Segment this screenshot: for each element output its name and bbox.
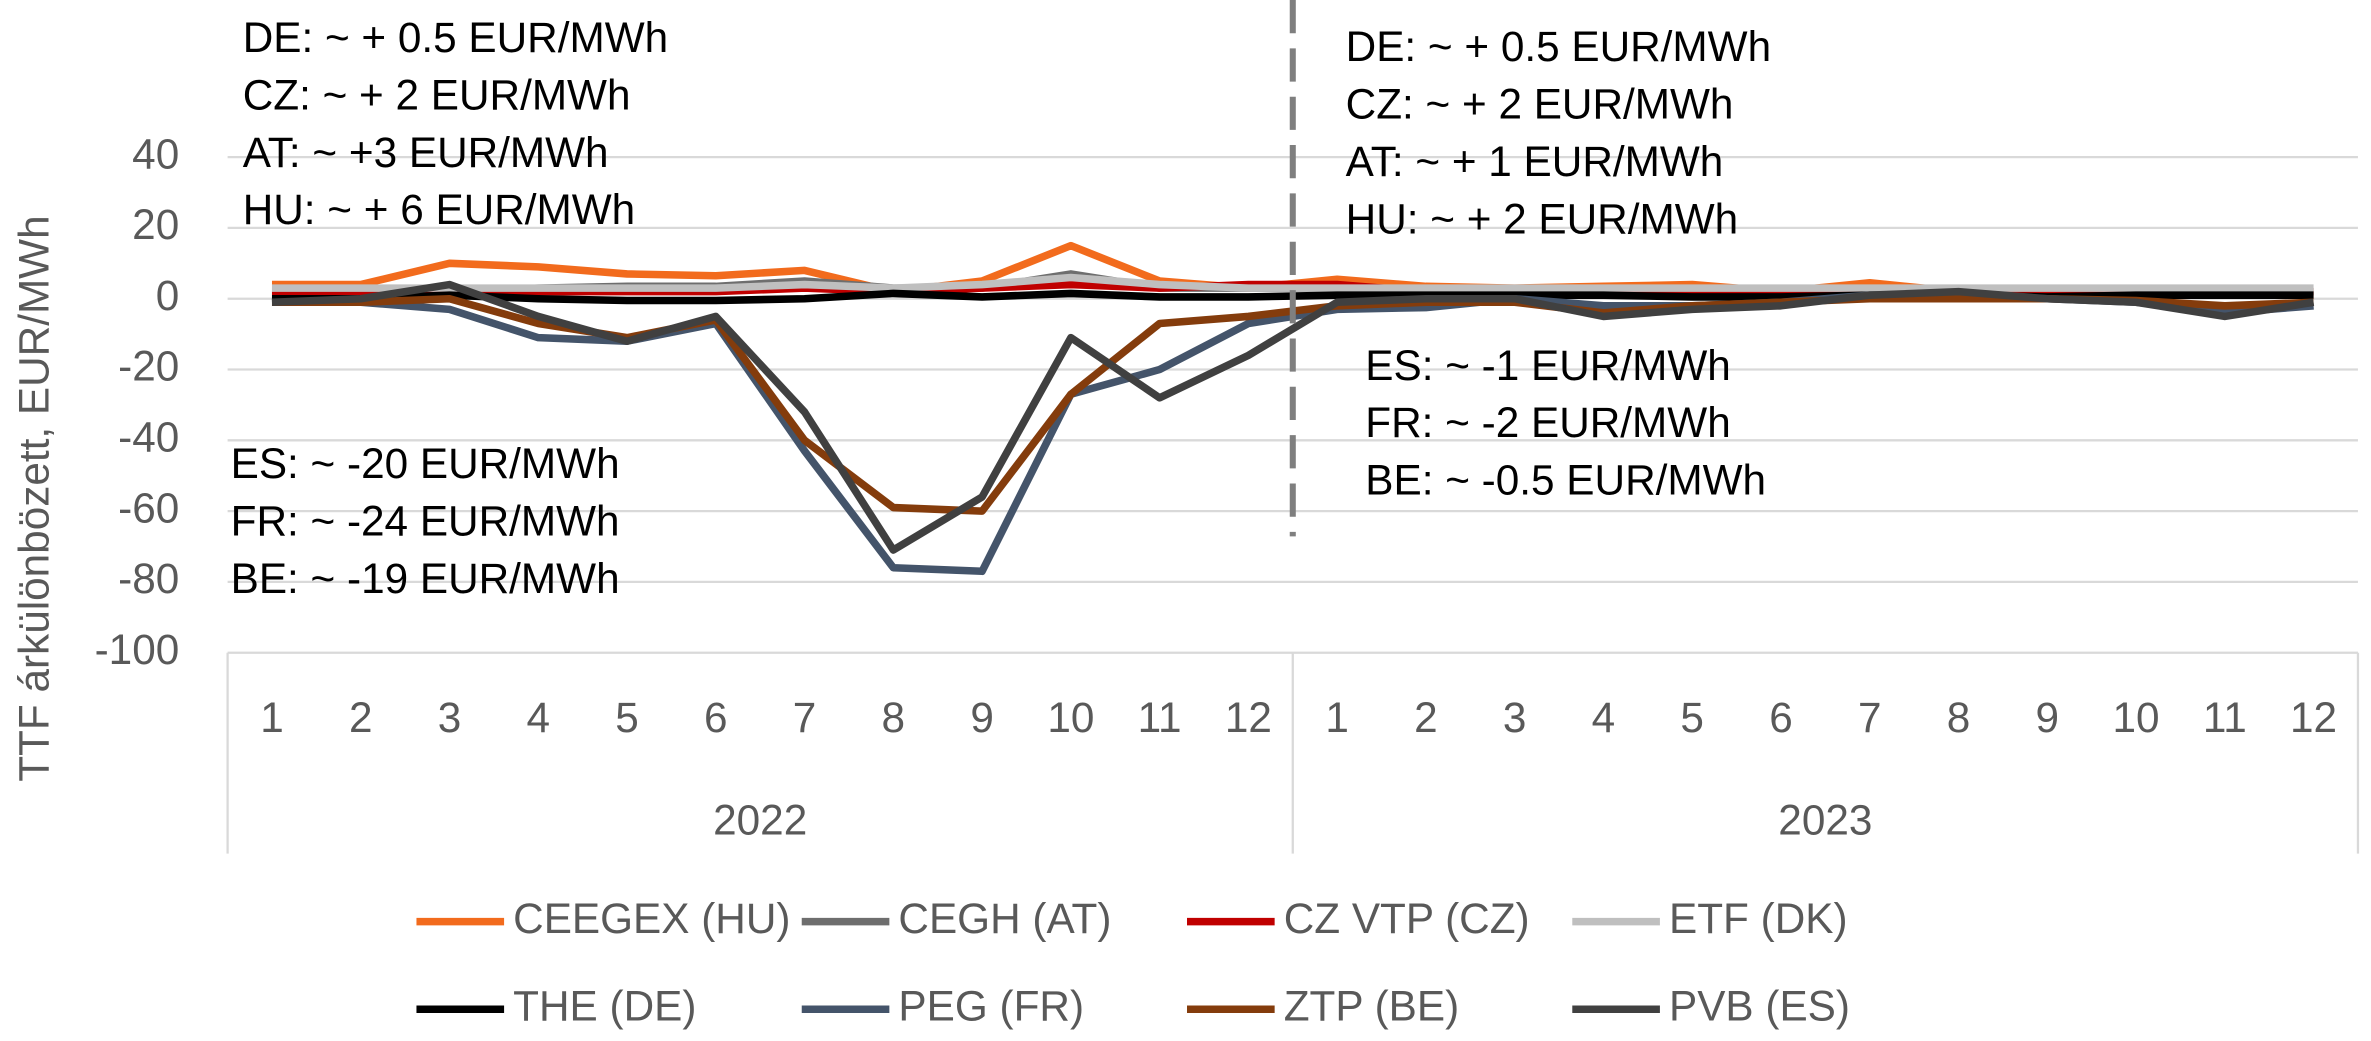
legend-label: CEGH (AT) (898, 895, 1111, 942)
x-tick-label: 8 (1947, 694, 1971, 741)
x-tick-label: 4 (527, 694, 551, 741)
x-tick-label: 6 (1769, 694, 1793, 741)
x-tick-label: 9 (2036, 694, 2060, 741)
x-tick-label: 4 (1592, 694, 1616, 741)
annotation: DE: ~ + 0.5 EUR/MWh (1346, 23, 1771, 70)
x-tick-label: 9 (970, 694, 994, 741)
annotation: HU: ~ + 2 EUR/MWh (1346, 195, 1739, 242)
x-tick-label: 2 (349, 694, 373, 741)
x-tick-label: 7 (793, 694, 817, 741)
x-tick-label: 6 (704, 694, 728, 741)
y-tick-label: -80 (118, 555, 179, 602)
legend-label: PVB (ES) (1669, 982, 1850, 1029)
legend-label: ZTP (BE) (1284, 982, 1459, 1029)
annotation: FR: ~ -24 EUR/MWh (231, 497, 620, 544)
y-tick-label: 20 (132, 201, 179, 248)
x-tick-label: 11 (2203, 694, 2247, 741)
x-tick-label: 1 (1325, 694, 1349, 741)
x-tick-label: 10 (2113, 694, 2160, 741)
x-tick-label: 12 (1225, 694, 1272, 741)
x-tick-label: 11 (1138, 694, 1182, 741)
y-tick-label: 40 (132, 130, 179, 177)
x-tick-label: 3 (438, 694, 462, 741)
legend-label: PEG (FR) (898, 982, 1084, 1029)
legend-label: CZ VTP (CZ) (1284, 895, 1530, 942)
legend-label: THE (DE) (513, 982, 696, 1029)
x-tick-label: 7 (1858, 694, 1882, 741)
annotation: CZ: ~ + 2 EUR/MWh (243, 71, 631, 118)
y-tick-label: -20 (118, 343, 179, 390)
x-tick-label: 1 (260, 694, 284, 741)
legend-label: CEEGEX (HU) (513, 895, 790, 942)
x-tick-label: 3 (1503, 694, 1527, 741)
annotation: BE: ~ -0.5 EUR/MWh (1365, 457, 1766, 504)
annotation: CZ: ~ + 2 EUR/MWh (1346, 80, 1734, 127)
annotation: BE: ~ -19 EUR/MWh (231, 555, 620, 602)
series-line (271, 280, 2315, 554)
y-tick-label: -100 (95, 626, 180, 673)
annotation: ES: ~ -1 EUR/MWh (1365, 342, 1730, 389)
y-tick-label: -40 (118, 413, 179, 460)
annotation: FR: ~ -2 EUR/MWh (1365, 399, 1730, 446)
y-tick-label: 0 (156, 272, 180, 319)
x-tick-label: 5 (1680, 694, 1704, 741)
x-tick-label: 5 (615, 694, 639, 741)
x-tick-label: 8 (882, 694, 906, 741)
annotation: DE: ~ + 0.5 EUR/MWh (243, 14, 668, 61)
annotation: AT: ~ + 1 EUR/MWh (1346, 138, 1724, 185)
y-axis-label: TTF árkülönbözett, EUR/MWh (10, 215, 57, 781)
group-label: 2023 (1778, 797, 1872, 844)
annotation: ES: ~ -20 EUR/MWh (231, 440, 620, 487)
x-tick-label: 2 (1414, 694, 1438, 741)
legend-label: ETF (DK) (1669, 895, 1848, 942)
x-tick-label: 10 (1047, 694, 1094, 741)
series-line (271, 273, 2314, 292)
group-label: 2022 (713, 797, 807, 844)
y-tick-label: -60 (118, 484, 179, 531)
x-tick-label: 12 (2290, 694, 2337, 741)
annotation: HU: ~ + 6 EUR/MWh (243, 186, 636, 233)
annotation: AT: ~ +3 EUR/MWh (243, 129, 609, 176)
